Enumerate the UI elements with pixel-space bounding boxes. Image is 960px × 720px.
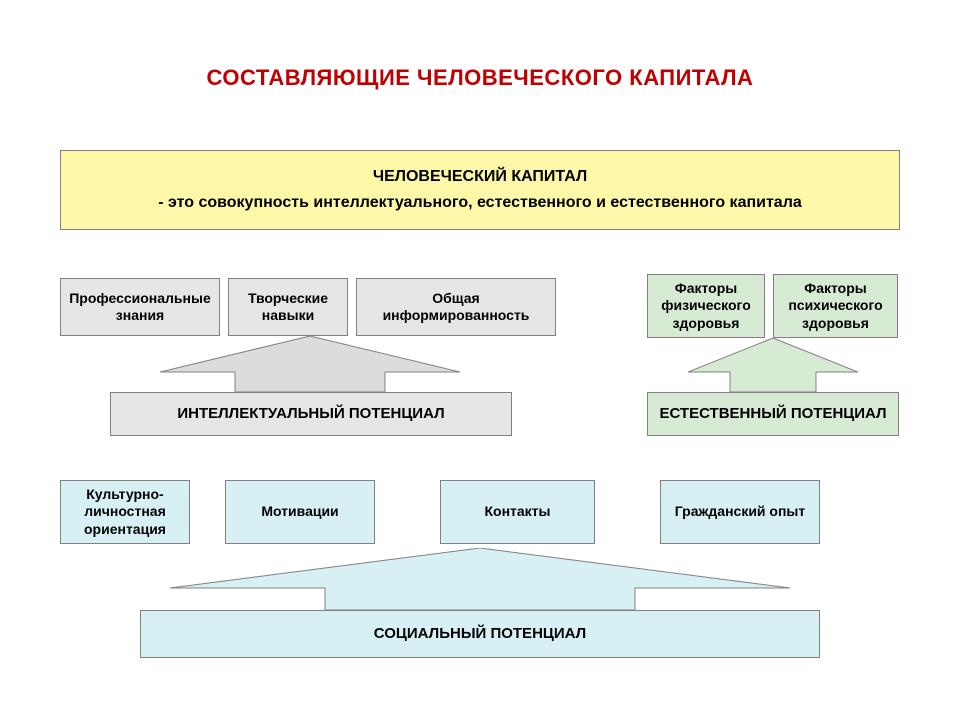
item-motivations: Мотивации (225, 480, 375, 544)
item-creative-skills: Творческие навыки (228, 278, 348, 336)
page-title: СОСТАВЛЯЮЩИЕ ЧЕЛОВЕЧЕСКОГО КАПИТАЛА (0, 65, 960, 91)
definition-line1: ЧЕЛОВЕЧЕСКИЙ КАПИТАЛ (373, 167, 587, 187)
item-professional-knowledge: Профессиональные знания (60, 278, 220, 336)
item-physical-health: Факторы физического здоровья (647, 274, 765, 338)
definition-line2: - это совокупность интеллектуального, ес… (158, 193, 802, 213)
group-social-title: СОЦИАЛЬНЫЙ ПОТЕНЦИАЛ (140, 610, 820, 658)
arrow-intellectual (160, 336, 460, 392)
item-psychic-health: Факторы психического здоровья (773, 274, 898, 338)
item-general-awareness: Общая информированность (356, 278, 556, 336)
item-cultural-orientation: Культурно-личностная ориентация (60, 480, 190, 544)
arrow-social (170, 548, 790, 610)
item-contacts: Контакты (440, 480, 595, 544)
group-intellectual-title: ИНТЕЛЛЕКТУАЛЬНЫЙ ПОТЕНЦИАЛ (110, 392, 512, 436)
definition-box: ЧЕЛОВЕЧЕСКИЙ КАПИТАЛ - это совокупность … (60, 150, 900, 230)
group-natural-title: ЕСТЕСТВЕННЫЙ ПОТЕНЦИАЛ (647, 392, 899, 436)
arrow-natural (688, 338, 858, 392)
diagram-canvas: СОСТАВЛЯЮЩИЕ ЧЕЛОВЕЧЕСКОГО КАПИТАЛА ЧЕЛО… (0, 0, 960, 720)
item-civic-experience: Гражданский опыт (660, 480, 820, 544)
